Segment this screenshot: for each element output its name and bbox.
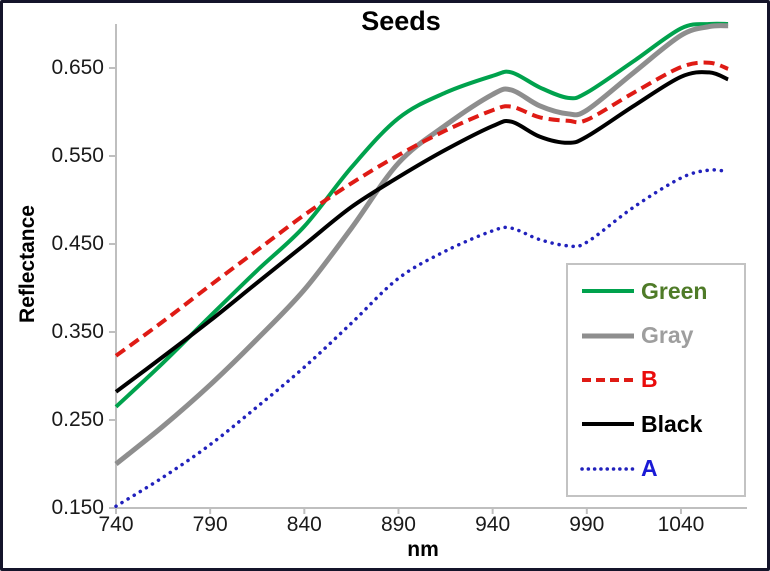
series-line-green	[114, 21, 729, 409]
chart-title: Seeds	[361, 6, 441, 36]
x-axis-label: nm	[407, 538, 439, 561]
series-line-b	[114, 60, 729, 358]
legend-item-gray: Gray	[580, 324, 744, 347]
legend: Green Gray B Black A	[566, 263, 746, 497]
series-line-a	[114, 168, 730, 508]
legend-swatch-solid-line-icon	[582, 289, 634, 294]
legend-swatch-solid-line-icon	[582, 333, 634, 339]
series-line-gray	[114, 23, 729, 466]
series-line-black	[114, 70, 729, 394]
y-axis-label: Reflectance	[16, 205, 39, 323]
legend-label: Gray	[641, 322, 694, 349]
legend-swatch-dotted-line-icon	[580, 467, 636, 471]
legend-swatch-dashed-line-icon	[582, 377, 634, 382]
legend-item-green: Green	[580, 277, 744, 304]
legend-item-b: B	[580, 368, 744, 391]
legend-label: B	[641, 366, 658, 393]
legend-label: Green	[641, 277, 708, 304]
legend-item-a: A	[580, 457, 744, 480]
legend-item-black: Black	[580, 410, 744, 437]
legend-swatch-solid-line-icon	[582, 422, 634, 427]
legend-label: A	[641, 455, 658, 482]
legend-label: Black	[641, 410, 703, 437]
